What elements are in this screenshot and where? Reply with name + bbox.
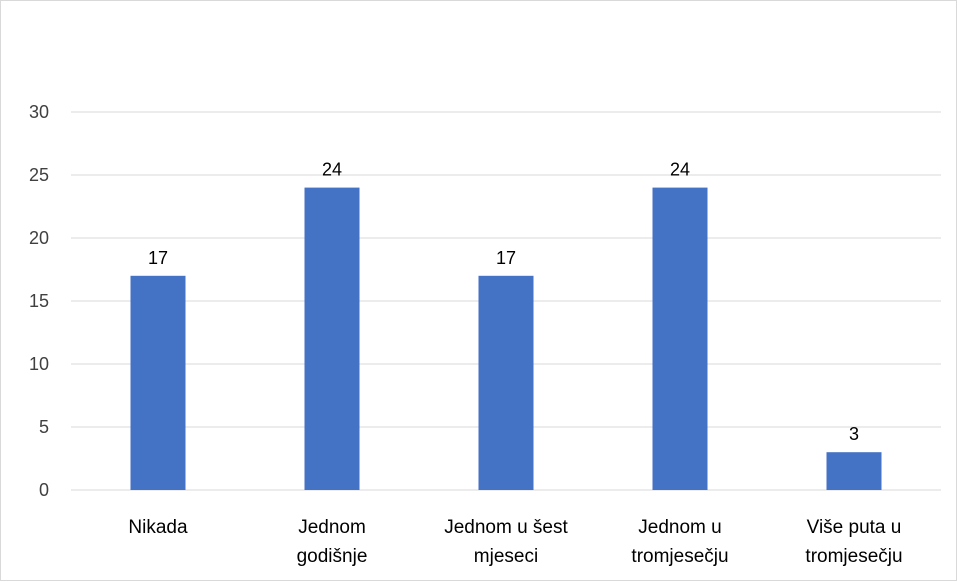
data-label: 24 (670, 160, 690, 180)
category-label: Jednom u tromjesečju (631, 517, 728, 567)
y-tick-label: 30 (29, 102, 49, 122)
bar (304, 187, 360, 490)
category-label: Jednom godišnje (297, 517, 368, 567)
data-label: 3 (849, 424, 859, 444)
category-label: Nikada (128, 517, 188, 538)
bar (130, 275, 186, 490)
data-label: 24 (322, 160, 342, 180)
y-tick-label: 20 (29, 228, 49, 248)
category-label: Više puta u tromjesečju (805, 517, 902, 567)
bar (478, 275, 534, 490)
data-labels: 17 24 17 24 3 (148, 160, 859, 445)
y-axis-ticks: 0 5 10 15 20 25 30 (29, 102, 49, 500)
y-tick-label: 5 (39, 417, 49, 437)
x-axis-categories: Nikada Jednom godišnje Jednom u šest mjeseci… (128, 517, 902, 567)
y-tick-label: 10 (29, 354, 49, 374)
data-label: 17 (148, 248, 168, 268)
category-label: Jednom u šest mjeseci (444, 517, 568, 567)
data-label: 17 (496, 248, 516, 268)
bars (130, 187, 882, 490)
bar (652, 187, 708, 490)
bar (826, 452, 882, 490)
y-tick-label: 0 (39, 480, 49, 500)
y-tick-label: 15 (29, 291, 49, 311)
y-tick-label: 25 (29, 165, 49, 185)
